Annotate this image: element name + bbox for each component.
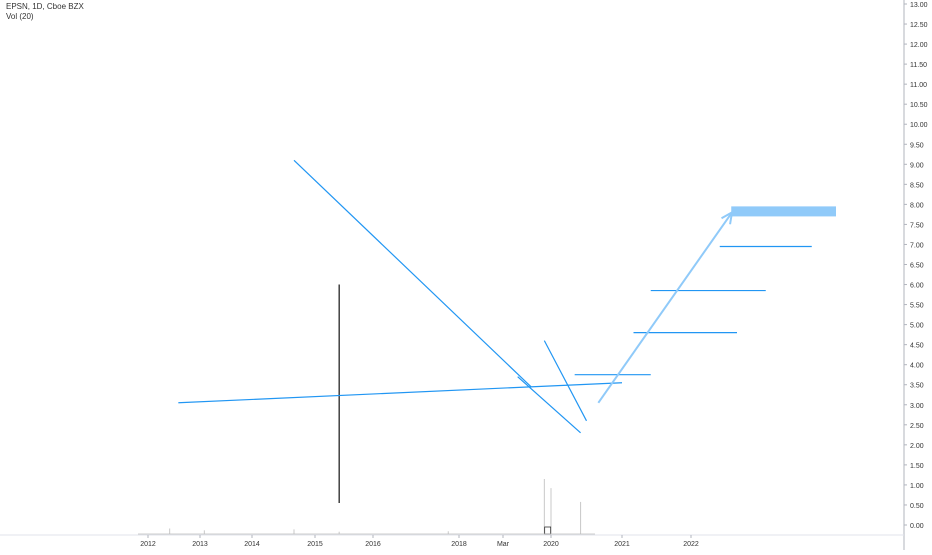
y-tick-label: 3.50 <box>910 383 924 390</box>
volume-legend[interactable]: Vol (20) <box>6 12 34 21</box>
x-tick-label: 2022 <box>683 541 699 548</box>
y-tick-label: 1.50 <box>910 463 924 470</box>
y-tick-label: 6.50 <box>910 263 924 270</box>
y-tick-label: 13.00 <box>910 2 928 9</box>
y-tick-label: 4.00 <box>910 363 924 370</box>
y-tick-label: 5.50 <box>910 303 924 310</box>
y-tick-label: 9.50 <box>910 142 924 149</box>
base-support-line[interactable] <box>178 382 623 404</box>
y-tick-label: 7.50 <box>910 222 924 229</box>
y-tick-label: 7.00 <box>910 242 924 249</box>
symbol-legend[interactable]: EPSN, 1D, Cboe BZX <box>6 2 84 11</box>
x-tick-label: 2016 <box>365 541 381 548</box>
y-tick-label: 11.50 <box>910 62 927 69</box>
channel-lower-line[interactable] <box>517 376 581 434</box>
y-tick-label: 12.50 <box>910 22 928 29</box>
x-tick-label: 2020 <box>543 541 559 548</box>
y-tick-label: 10.00 <box>910 122 928 129</box>
x-tick-label: 2015 <box>307 541 323 548</box>
y-tick-label: 12.00 <box>910 42 928 49</box>
volume-box <box>544 526 552 535</box>
y-tick-label: 3.00 <box>910 403 924 410</box>
x-tick-label: 2013 <box>192 541 208 548</box>
x-tick-label: 2014 <box>244 541 260 548</box>
x-tick-label: Mar <box>497 541 510 548</box>
x-tick-label: 2021 <box>614 541 630 548</box>
y-tick-label: 6.00 <box>910 283 924 290</box>
channel-upper-line[interactable] <box>543 340 588 422</box>
y-tick-label: 2.00 <box>910 443 924 450</box>
descending-trendline[interactable] <box>293 159 532 388</box>
x-tick-label: 2012 <box>140 541 156 548</box>
y-tick-label: 5.00 <box>910 323 924 330</box>
y-tick-label: 10.50 <box>910 102 928 109</box>
y-tick-label: 8.00 <box>910 202 924 209</box>
y-tick-label: 0.50 <box>910 503 924 510</box>
y-tick-label: 4.50 <box>910 343 924 350</box>
y-tick-label: 9.00 <box>910 162 924 169</box>
y-tick-label: 0.00 <box>910 523 924 530</box>
x-tick-label: 2018 <box>451 541 467 548</box>
y-tick-label: 11.00 <box>910 82 927 89</box>
breakout-arrow-head[interactable] <box>721 210 734 225</box>
breakout-arrow-shaft[interactable] <box>597 211 733 404</box>
y-tick-label: 2.50 <box>910 423 924 430</box>
target-zone[interactable] <box>731 206 836 217</box>
y-tick-label: 8.50 <box>910 182 924 189</box>
y-tick-label: 1.00 <box>910 483 924 490</box>
